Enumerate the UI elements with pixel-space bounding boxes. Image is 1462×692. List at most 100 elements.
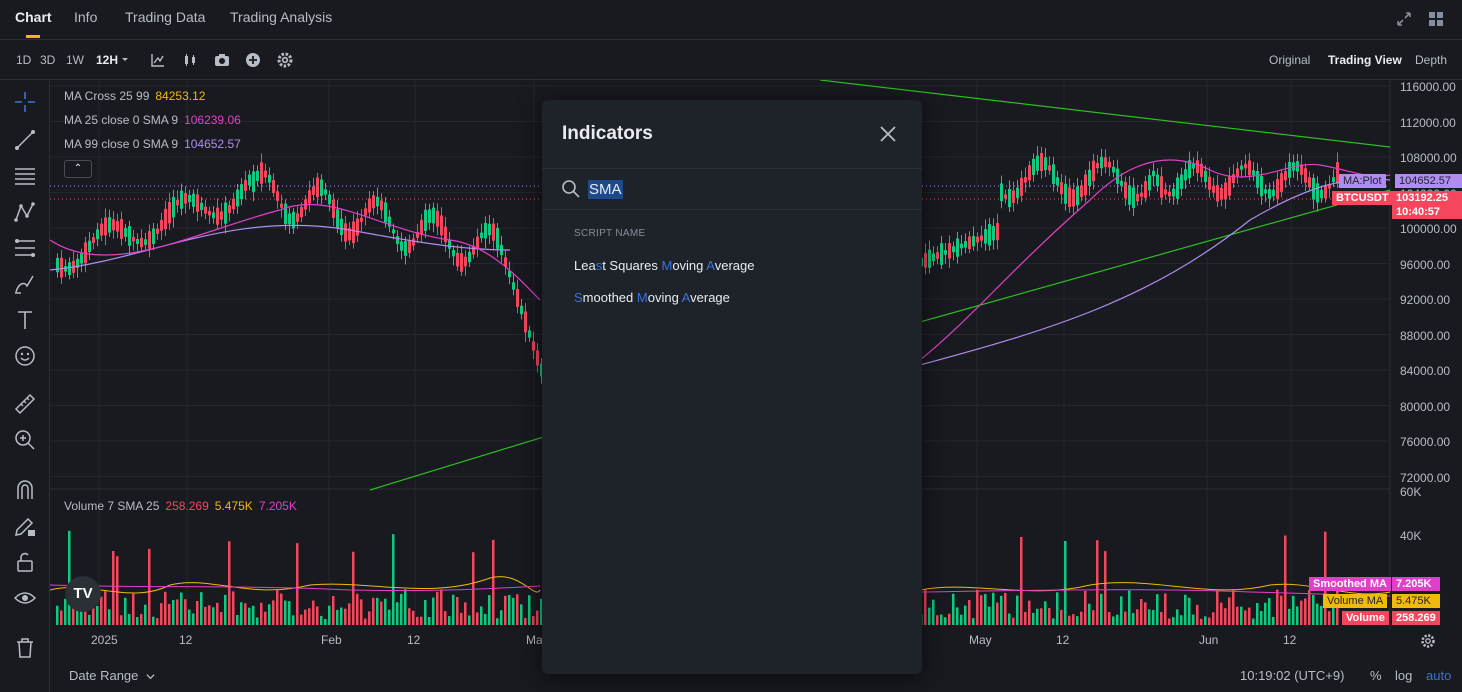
dialog-title: Indicators <box>562 123 653 144</box>
fib-retracement-icon[interactable] <box>13 236 37 260</box>
divider <box>542 168 922 169</box>
active-tab-indicator <box>26 35 40 38</box>
last-price-tag: 103192.25 <box>1392 191 1462 205</box>
legend-ma-cross-value: 84253.12 <box>155 89 206 103</box>
pencil-lock-icon[interactable] <box>13 514 37 538</box>
tab-chart[interactable]: Chart <box>15 9 52 25</box>
emoji-icon[interactable] <box>13 344 37 368</box>
countdown-tag: 10:40:57 <box>1392 205 1462 219</box>
price-axis-label: 84000.00 <box>1400 364 1451 378</box>
tradingview-logo[interactable]: TV <box>65 576 101 612</box>
legend-ma25-value: 106239.06 <box>184 113 241 127</box>
search-input[interactable]: SMA <box>588 180 623 199</box>
date-label: 12 <box>1283 633 1297 647</box>
price-axis-label: 112000.00 <box>1400 115 1456 130</box>
legend-volume-value-3: 7.205K <box>258 499 297 513</box>
view-original[interactable]: Original <box>1269 53 1311 67</box>
date-label: 12 <box>407 633 421 647</box>
smoothed-ma-tag: Smoothed MA <box>1309 577 1391 591</box>
chart-settings-gear-icon[interactable] <box>1420 633 1436 649</box>
date-label: Ma <box>526 633 543 647</box>
date-label: 12 <box>179 633 193 647</box>
chart-type-icon[interactable] <box>150 52 166 68</box>
lock-icon[interactable] <box>13 550 37 574</box>
volume-axis-label: 40K <box>1400 529 1422 543</box>
ruler-icon[interactable] <box>13 392 37 416</box>
log-scale-toggle[interactable]: log <box>1395 668 1413 683</box>
date-label: 2025 <box>91 633 118 647</box>
price-axis-label: 80000.00 <box>1400 399 1451 414</box>
legend-volume[interactable]: Volume 7 SMA 25 258.269 5.475K 7.205K <box>64 499 297 513</box>
chevron-down-icon[interactable] <box>146 672 155 681</box>
drawing-tools-sidebar <box>0 80 50 692</box>
divider <box>542 209 922 210</box>
chart-toolbar: 1D 3D 1W 12H Original Trading View Depth <box>0 40 1462 80</box>
legend-ma-cross-label: MA Cross 25 99 <box>64 89 150 103</box>
auto-scale-toggle[interactable]: auto <box>1426 668 1452 683</box>
candles-icon[interactable] <box>182 52 198 68</box>
indicator-result-item[interactable]: Least Squares Moving Average <box>574 258 755 273</box>
view-trading-view[interactable]: Trading View <box>1328 53 1402 67</box>
timeframe-1d[interactable]: 1D <box>16 53 32 67</box>
trend-line-icon[interactable] <box>13 128 37 152</box>
view-depth[interactable]: Depth <box>1415 53 1448 67</box>
price-axis-label: 108000.00 <box>1400 151 1457 165</box>
price-axis-label: 88000.00 <box>1400 328 1451 343</box>
collapse-legend-button[interactable]: ⌃ <box>64 160 92 178</box>
price-axis-label: 92000.00 <box>1400 293 1451 307</box>
chart-bottom-bar: Date Range 10:19:02 (UTC+9) % log auto <box>50 660 1462 692</box>
tab-trading-analysis[interactable]: Trading Analysis <box>230 9 333 25</box>
price-axis-label: 116000.00 <box>1400 80 1456 94</box>
legend-volume-value-2: 5.475K <box>214 499 253 513</box>
date-label: 12 <box>1056 633 1070 647</box>
results-section-header: SCRIPT NAME <box>574 228 646 239</box>
magnet-icon[interactable] <box>13 478 37 502</box>
price-axis-label: 100000.00 <box>1400 222 1457 236</box>
crosshair-icon[interactable] <box>13 90 37 114</box>
legend-ma25[interactable]: MA 25 close 0 SMA 9 106239.06 <box>64 113 241 127</box>
zoom-in-icon[interactable] <box>13 428 37 452</box>
timeframe-3d[interactable]: 3D <box>40 53 56 67</box>
indicators-dialog: Indicators SMA SCRIPT NAME Least Squares… <box>542 100 922 674</box>
clock-timezone[interactable]: 10:19:02 (UTC+9) <box>1240 668 1345 683</box>
expand-icon[interactable] <box>1395 10 1413 28</box>
trash-icon[interactable] <box>13 636 37 660</box>
legend-ma99-value: 104652.57 <box>184 137 241 151</box>
text-icon[interactable] <box>13 308 37 332</box>
smoothed-ma-value-tag: 7.205K <box>1392 577 1440 591</box>
volume-tag: Volume <box>1342 611 1389 625</box>
legend-volume-label: Volume 7 SMA 25 <box>64 499 160 513</box>
chevron-down-icon[interactable] <box>120 55 130 65</box>
horizontal-lines-icon[interactable] <box>13 164 37 188</box>
search-icon <box>562 180 580 198</box>
legend-ma-cross[interactable]: MA Cross 25 99 84253.12 <box>64 89 205 103</box>
volume-ma-value-tag: 5.475K <box>1392 594 1440 608</box>
camera-icon[interactable] <box>214 52 230 68</box>
symbol-tag: BTCUSDT <box>1332 191 1393 205</box>
legend-ma99-label: MA 99 close 0 SMA 9 <box>64 137 179 151</box>
date-range-button[interactable]: Date Range <box>69 668 139 683</box>
brush-icon[interactable] <box>13 272 37 296</box>
legend-ma99[interactable]: MA 99 close 0 SMA 9 104652.57 <box>64 137 241 151</box>
timeframe-1w[interactable]: 1W <box>66 53 84 67</box>
tab-trading-data[interactable]: Trading Data <box>125 9 206 25</box>
price-axis-label: 96000.00 <box>1400 257 1451 272</box>
volume-ma-tag: Volume MA <box>1323 594 1388 608</box>
add-indicator-icon[interactable] <box>245 52 261 68</box>
price-axis-label: 72000.00 <box>1400 470 1451 485</box>
date-label: Feb <box>321 633 342 647</box>
ma-plot-value-tag: 104652.57 <box>1395 174 1462 188</box>
close-icon[interactable] <box>876 122 900 146</box>
tab-info[interactable]: Info <box>74 9 98 25</box>
timeframe-12h[interactable]: 12H <box>96 53 119 67</box>
top-tab-bar: Chart Info Trading Data Trading Analysis <box>0 0 1462 40</box>
volume-axis-label: 60K <box>1400 485 1422 499</box>
indicator-result-item[interactable]: Smoothed Moving Average <box>574 290 730 305</box>
layout-grid-icon[interactable] <box>1427 10 1445 28</box>
settings-gear-icon[interactable] <box>277 52 293 68</box>
percent-scale-toggle[interactable]: % <box>1370 668 1382 683</box>
ma-plot-tag: MA:Plot <box>1339 174 1386 188</box>
pattern-icon[interactable] <box>13 200 37 224</box>
eye-icon[interactable] <box>13 586 37 610</box>
date-label: May <box>969 633 992 647</box>
